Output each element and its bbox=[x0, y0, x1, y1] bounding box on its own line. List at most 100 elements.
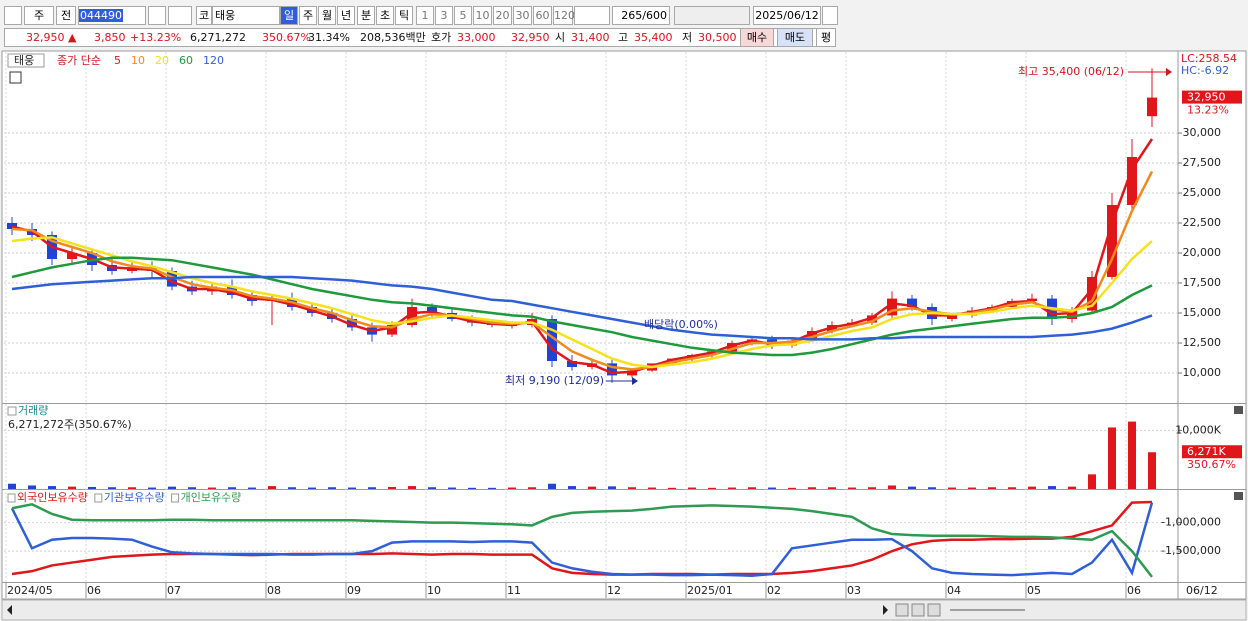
y-tick-label: 22,500 bbox=[1183, 216, 1222, 229]
panel-menu[interactable] bbox=[1234, 492, 1243, 500]
legend-box bbox=[7, 493, 16, 503]
interval-button[interactable]: 10 bbox=[473, 6, 492, 25]
interval-button[interactable]: 1 bbox=[416, 6, 434, 25]
volume-bar bbox=[68, 486, 76, 489]
volume-bar bbox=[488, 487, 496, 489]
last-rate: 13.23% bbox=[1187, 104, 1229, 117]
candle-body bbox=[347, 319, 357, 328]
count-input[interactable]: 265/600 bbox=[612, 6, 670, 25]
period-button[interactable]: 분 bbox=[357, 6, 375, 25]
line-series bbox=[11, 502, 1153, 578]
table-icon[interactable] bbox=[9, 71, 22, 84]
volume-bar bbox=[368, 487, 376, 489]
line-series bbox=[11, 236, 1153, 369]
candle-body bbox=[907, 298, 917, 307]
candle-body bbox=[1067, 310, 1077, 319]
kind-label: 코 bbox=[196, 6, 212, 25]
interval-select[interactable] bbox=[574, 6, 610, 25]
volume-rate: 350.67% bbox=[262, 31, 311, 44]
last-badge bbox=[1182, 90, 1242, 104]
scrollbar[interactable] bbox=[1, 599, 1247, 621]
code-input[interactable]: 044490 bbox=[78, 6, 146, 25]
legend-entry: 개인보유수량 bbox=[181, 491, 242, 504]
volume-bar bbox=[948, 487, 956, 489]
last-rate: 350.67% bbox=[1187, 458, 1236, 471]
period-button[interactable]: 월 bbox=[318, 6, 336, 25]
amount: 208,536백만 bbox=[360, 31, 426, 44]
nav-button[interactable] bbox=[927, 603, 941, 617]
volume-bar bbox=[348, 487, 356, 489]
period-button[interactable]: 년 bbox=[337, 6, 355, 25]
sell-button[interactable]: 매도 bbox=[777, 28, 813, 47]
interval-button[interactable]: 5 bbox=[454, 6, 472, 25]
volume-bar bbox=[48, 486, 56, 489]
candle-body bbox=[1127, 157, 1137, 205]
corner-label: LC:258.54 bbox=[1181, 52, 1237, 65]
zoom-tools[interactable] bbox=[1176, 604, 1240, 616]
line-series bbox=[11, 256, 1153, 357]
y-tick-label: 27,500 bbox=[1183, 156, 1222, 169]
last-badge bbox=[1182, 445, 1242, 459]
menu-icon[interactable] bbox=[4, 6, 22, 25]
panel-menu[interactable] bbox=[1234, 406, 1243, 414]
panel-title: 거래량 bbox=[18, 404, 48, 417]
y-tick-label: -1,000,000 bbox=[1161, 516, 1221, 529]
scroll-left[interactable] bbox=[7, 605, 12, 615]
annotation: 최저 9,190 (12/09) bbox=[505, 374, 604, 387]
volume-bar bbox=[728, 487, 736, 489]
period-button[interactable]: 주 bbox=[299, 6, 317, 25]
legend-ma-label: 종가 단순 bbox=[57, 54, 101, 67]
turnover: 31.34% bbox=[308, 31, 350, 44]
x-tick-label: 06 bbox=[87, 584, 101, 597]
x-tick-label: 10 bbox=[427, 584, 441, 597]
y-tick-label: 17,500 bbox=[1183, 276, 1222, 289]
prev-button[interactable]: 전 bbox=[56, 6, 76, 25]
volume-bar bbox=[268, 486, 276, 489]
interval-button[interactable]: 30 bbox=[513, 6, 532, 25]
x-tick-label: 11 bbox=[507, 584, 521, 597]
interval-button[interactable]: 20 bbox=[493, 6, 512, 25]
volume-bar bbox=[228, 487, 236, 489]
interval-button[interactable]: 60 bbox=[533, 6, 552, 25]
interval-button[interactable]: 3 bbox=[435, 6, 453, 25]
nav-button[interactable] bbox=[911, 603, 925, 617]
volume-bar bbox=[248, 487, 256, 489]
volume-bar bbox=[208, 487, 216, 489]
tool-icons[interactable] bbox=[674, 6, 750, 25]
avg-button[interactable]: 평 bbox=[816, 28, 836, 47]
search-button[interactable] bbox=[148, 6, 166, 25]
legend-title: 태웅 bbox=[14, 54, 34, 67]
calendar-button[interactable] bbox=[822, 6, 838, 25]
count-max: /600 bbox=[642, 9, 667, 22]
nav-button[interactable] bbox=[895, 603, 909, 617]
sound-button[interactable] bbox=[168, 6, 192, 25]
volume-bar bbox=[328, 487, 336, 489]
legend-entry: 기관보유수량 bbox=[104, 491, 165, 504]
volume-bar bbox=[768, 487, 776, 489]
candle-body bbox=[947, 315, 957, 319]
candle-body bbox=[427, 307, 437, 313]
volume-bar bbox=[1148, 452, 1156, 489]
panel-subtitle: 6,271,272주(350.67%) bbox=[8, 418, 132, 431]
volume-bar bbox=[908, 486, 916, 489]
volume-bar bbox=[828, 487, 836, 489]
x-tick-label: 09 bbox=[347, 584, 361, 597]
volume-bar bbox=[128, 487, 136, 489]
period-button[interactable]: 일 bbox=[280, 6, 298, 25]
legend-box bbox=[7, 53, 45, 68]
period-button[interactable]: 틱 bbox=[395, 6, 413, 25]
scroll-right[interactable] bbox=[883, 605, 888, 615]
date-input[interactable]: 2025/06/12 bbox=[753, 6, 821, 25]
market-select[interactable]: 주 bbox=[24, 6, 54, 25]
candle-body bbox=[567, 361, 577, 367]
period-button[interactable]: 초 bbox=[376, 6, 394, 25]
count: 265 bbox=[621, 9, 643, 22]
volume-bar bbox=[848, 487, 856, 489]
x-end-label: 06/12 bbox=[1186, 584, 1218, 597]
name-input[interactable]: 태웅 bbox=[212, 6, 280, 25]
interval-button[interactable]: 120 bbox=[553, 6, 575, 25]
high-label: 고 bbox=[618, 31, 629, 44]
candle-body bbox=[547, 319, 557, 361]
buy-button[interactable]: 매수 bbox=[740, 28, 774, 47]
